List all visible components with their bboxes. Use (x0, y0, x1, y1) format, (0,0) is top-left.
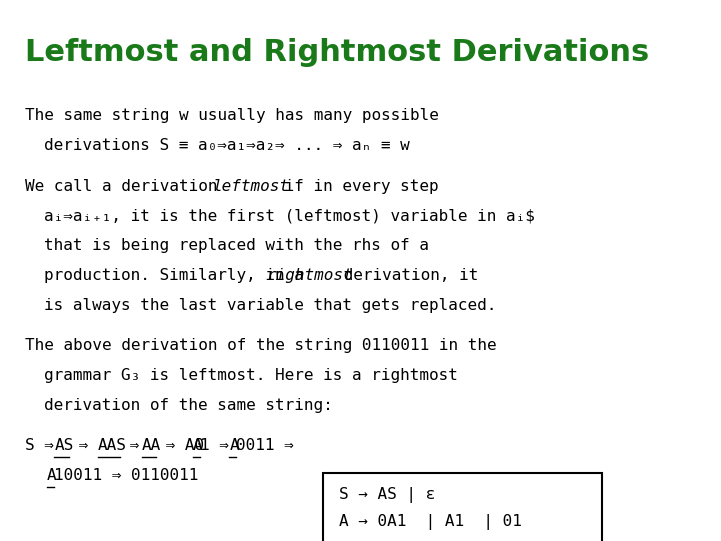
Text: AS: AS (55, 438, 74, 453)
Text: A → 0A1  | A1  | 01: A → 0A1 | A1 | 01 (339, 514, 521, 530)
Text: 10011 ⇒ 0110011: 10011 ⇒ 0110011 (55, 468, 199, 483)
Text: A: A (229, 438, 239, 453)
Text: AA: AA (142, 438, 161, 453)
Text: leftmost: leftmost (212, 179, 289, 194)
Text: S → AS | ε: S → AS | ε (339, 487, 435, 503)
Text: aᵢ⇒aᵢ₊₁, it is the first (leftmost) variable in aᵢ$: aᵢ⇒aᵢ₊₁, it is the first (leftmost) vari… (44, 208, 535, 223)
Text: ⇒ A0: ⇒ A0 (156, 438, 205, 453)
Text: is always the last variable that gets replaced.: is always the last variable that gets re… (44, 298, 497, 313)
FancyBboxPatch shape (323, 473, 601, 541)
Text: grammar G₃ is leftmost. Here is a rightmost: grammar G₃ is leftmost. Here is a rightm… (44, 368, 459, 383)
Text: S ⇒: S ⇒ (25, 438, 64, 453)
Text: A: A (193, 438, 203, 453)
Text: production. Similarly, in a: production. Similarly, in a (44, 268, 314, 283)
Text: The above derivation of the string 0110011 in the: The above derivation of the string 01100… (25, 338, 497, 353)
Text: ⇒: ⇒ (69, 438, 107, 453)
Text: We call a derivation: We call a derivation (25, 179, 227, 194)
Text: AAS: AAS (98, 438, 127, 453)
Text: derivation, it: derivation, it (334, 268, 478, 283)
Text: rightmost: rightmost (266, 268, 353, 283)
Text: 1 ⇒: 1 ⇒ (200, 438, 239, 453)
Text: Leftmost and Rightmost Derivations: Leftmost and Rightmost Derivations (25, 38, 650, 67)
Text: A: A (47, 468, 57, 483)
Text: if in every step: if in every step (275, 179, 439, 194)
Text: that is being replaced with the rhs of a: that is being replaced with the rhs of a (44, 238, 429, 253)
Text: The same string w usually has many possible: The same string w usually has many possi… (25, 108, 439, 123)
Text: derivations S ≡ a₀⇒a₁⇒a₂⇒ ... ⇒ aₙ ≡ w: derivations S ≡ a₀⇒a₁⇒a₂⇒ ... ⇒ aₙ ≡ w (44, 138, 410, 153)
Text: derivation of the same string:: derivation of the same string: (44, 398, 333, 413)
Text: ⇒: ⇒ (120, 438, 149, 453)
Text: 0011 ⇒: 0011 ⇒ (236, 438, 294, 453)
